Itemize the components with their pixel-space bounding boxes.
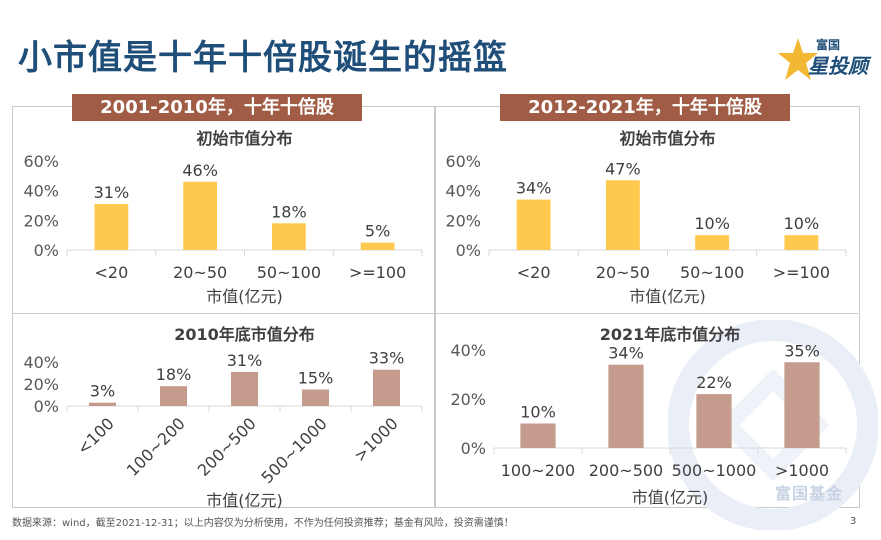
x-tick-label: 200~500: [194, 414, 260, 480]
logo-line1: 富国: [816, 38, 841, 52]
x-tick-label: 100~200: [123, 414, 189, 480]
right-period-tag: 2012-2021年，十年十倍股: [500, 94, 790, 121]
data-label: 10%: [520, 403, 556, 422]
data-label: 35%: [784, 341, 820, 360]
left-period-tag: 2001-2010年，十年十倍股: [72, 94, 362, 121]
chart-initial-2001: 初始市值分布 0% 20% 40% 60% 31% <20 46% 20~50 18% 50~100…: [23, 129, 423, 306]
y-tick-label: 0%: [34, 397, 59, 416]
data-label: 5%: [365, 222, 390, 241]
data-label: 18%: [271, 202, 307, 221]
chart-end-2010: 2010年底市值分布 0% 20% 40% 3% <100 18% 100~200 31% 200…: [23, 325, 423, 510]
y-tick-label: 0%: [34, 241, 59, 260]
data-label: 10%: [784, 214, 820, 233]
bar: [696, 394, 732, 448]
x-tick-label: >1000: [775, 461, 829, 480]
y-tick-label: 60%: [23, 152, 59, 171]
x-tick-label: >1000: [350, 414, 402, 466]
x-axis-label: 市值(亿元): [206, 491, 283, 510]
bar: [302, 389, 329, 406]
bar: [231, 371, 258, 406]
bar: [605, 180, 640, 250]
data-label: 15%: [298, 369, 334, 388]
data-label: 31%: [94, 183, 130, 202]
x-tick-label: 500~1000: [258, 414, 331, 487]
data-label: 46%: [182, 161, 218, 180]
bar: [373, 369, 400, 406]
y-tick-label: 20%: [445, 211, 481, 230]
x-axis-label: 市值(亿元): [206, 287, 283, 306]
x-tick-label: 50~100: [257, 263, 321, 282]
x-axis-label: 市值(亿元): [629, 287, 706, 306]
watermark-text: 富国基金: [775, 484, 844, 503]
logo-line2: 星投顾: [808, 54, 868, 78]
bar: [160, 386, 187, 406]
y-tick-label: 20%: [23, 375, 59, 394]
chart-initial-2012: 初始市值分布 0% 20% 40% 60% 34% <20 47% 20~50 10% 50~100…: [445, 129, 847, 306]
bar: [272, 223, 306, 250]
bar: [784, 235, 819, 250]
bar: [608, 364, 644, 448]
x-tick-label: <100: [73, 414, 118, 459]
bar: [360, 242, 395, 250]
y-tick-label: 0%: [461, 439, 486, 458]
x-tick-label: 500~1000: [672, 461, 757, 480]
bar: [520, 423, 556, 448]
x-axis-label: 市值(亿元): [632, 488, 709, 507]
data-label: 47%: [605, 159, 641, 178]
brand-logo: 富国 星投顾: [778, 36, 868, 84]
chart-title: 2010年底市值分布: [174, 325, 315, 344]
data-label: 22%: [696, 373, 732, 392]
data-label: 10%: [694, 214, 730, 233]
data-label: 31%: [227, 351, 263, 370]
star-icon: [778, 38, 818, 80]
data-label: 33%: [369, 349, 405, 368]
panel-divider: [12, 313, 858, 314]
x-tick-label: <20: [94, 263, 128, 282]
chart-end-2021: 2021年底市值分布 0% 20% 40% 10% 100~200 34% 200~500 22…: [450, 325, 847, 507]
y-tick-label: 40%: [23, 182, 59, 201]
y-tick-label: 40%: [450, 341, 486, 360]
y-tick-label: 20%: [450, 390, 486, 409]
page-number: 3: [850, 516, 857, 527]
y-tick-label: 0%: [456, 241, 481, 260]
data-label: 18%: [156, 365, 192, 384]
y-tick-label: 40%: [23, 353, 59, 372]
bar: [784, 362, 820, 448]
y-tick-label: 40%: [445, 182, 481, 201]
page-title: 小市值是十年十倍股诞生的摇篮: [18, 38, 508, 78]
chart-title: 2021年底市值分布: [600, 325, 741, 344]
bar: [183, 181, 217, 250]
data-label: 3%: [90, 382, 115, 401]
chart-title: 初始市值分布: [619, 129, 715, 148]
y-tick-label: 60%: [445, 152, 481, 171]
y-tick-label: 20%: [23, 211, 59, 230]
x-tick-label: <20: [517, 263, 551, 282]
x-tick-label: >=100: [349, 263, 406, 282]
x-tick-label: >=100: [773, 263, 830, 282]
x-tick-label: 20~50: [173, 263, 227, 282]
data-source-note: 数据来源：wind，截至2021-12-31；以上内容仅为分析使用，不作为任何投…: [12, 518, 514, 529]
chart-title: 初始市值分布: [196, 129, 292, 148]
x-tick-label: 100~200: [501, 461, 575, 480]
x-tick-label: 20~50: [596, 263, 650, 282]
data-label: 34%: [516, 179, 552, 198]
x-tick-label: 50~100: [680, 263, 744, 282]
data-label: 34%: [608, 344, 644, 363]
x-tick-label: 200~500: [589, 461, 663, 480]
bar: [94, 204, 129, 250]
bar: [695, 235, 730, 250]
bar: [516, 199, 551, 250]
bar: [89, 402, 116, 406]
